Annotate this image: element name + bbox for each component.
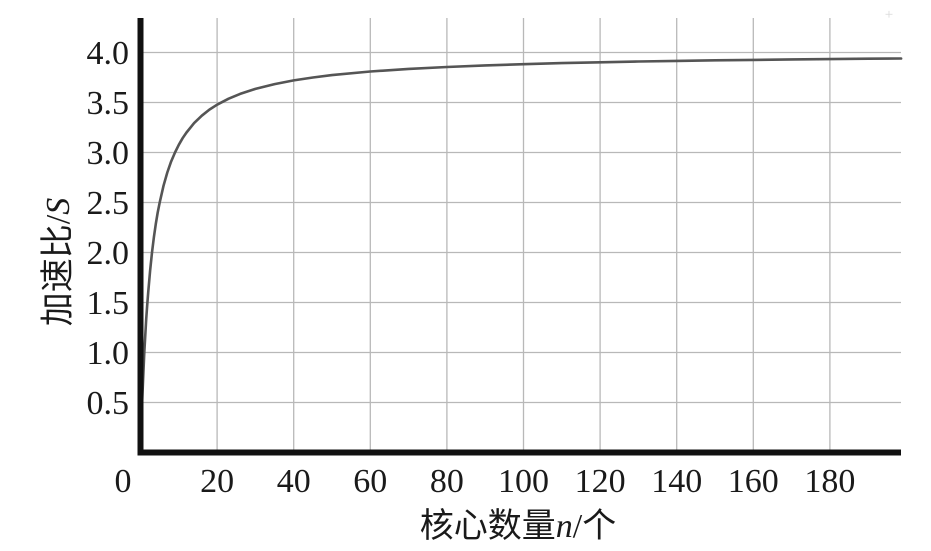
x-tick-label: 120 <box>575 463 626 500</box>
x-tick-label: 60 <box>353 463 387 500</box>
y-tick-label: 3.5 <box>87 85 130 122</box>
x-tick-label: 20 <box>200 463 234 500</box>
x-tick-label: 0 <box>115 463 132 500</box>
axes <box>137 18 901 456</box>
faint-artifact-mark: + <box>885 7 893 23</box>
data-series <box>139 57 903 452</box>
x-tick-label: 160 <box>728 463 779 500</box>
x-tick-label: 140 <box>651 463 702 500</box>
y-tick-label: 0.5 <box>87 385 130 422</box>
x-axis-title: 核心数量n/个 <box>420 507 616 545</box>
y-tick-label: 1.5 <box>87 285 130 322</box>
grid-lines <box>143 18 901 453</box>
y-tick-label: 4.0 <box>87 35 130 72</box>
x-tick-label: 180 <box>804 463 855 500</box>
y-tick-label: 2.0 <box>87 235 130 272</box>
speedup-curve <box>139 57 903 452</box>
y-tick-label: 2.5 <box>87 185 130 222</box>
x-tick-label: 40 <box>277 463 311 500</box>
y-tick-label: 3.0 <box>87 135 130 172</box>
axis-labels: 0 20 40 60 80 100 120 140 160 180 0.5 1.0 1.5 2.0 2.5 3… <box>40 7 893 545</box>
x-tick-label: 80 <box>430 463 464 500</box>
x-tick-label: 100 <box>498 463 549 500</box>
y-axis-title: 加速比/S <box>40 198 77 326</box>
y-tick-label: 1.0 <box>87 335 130 372</box>
